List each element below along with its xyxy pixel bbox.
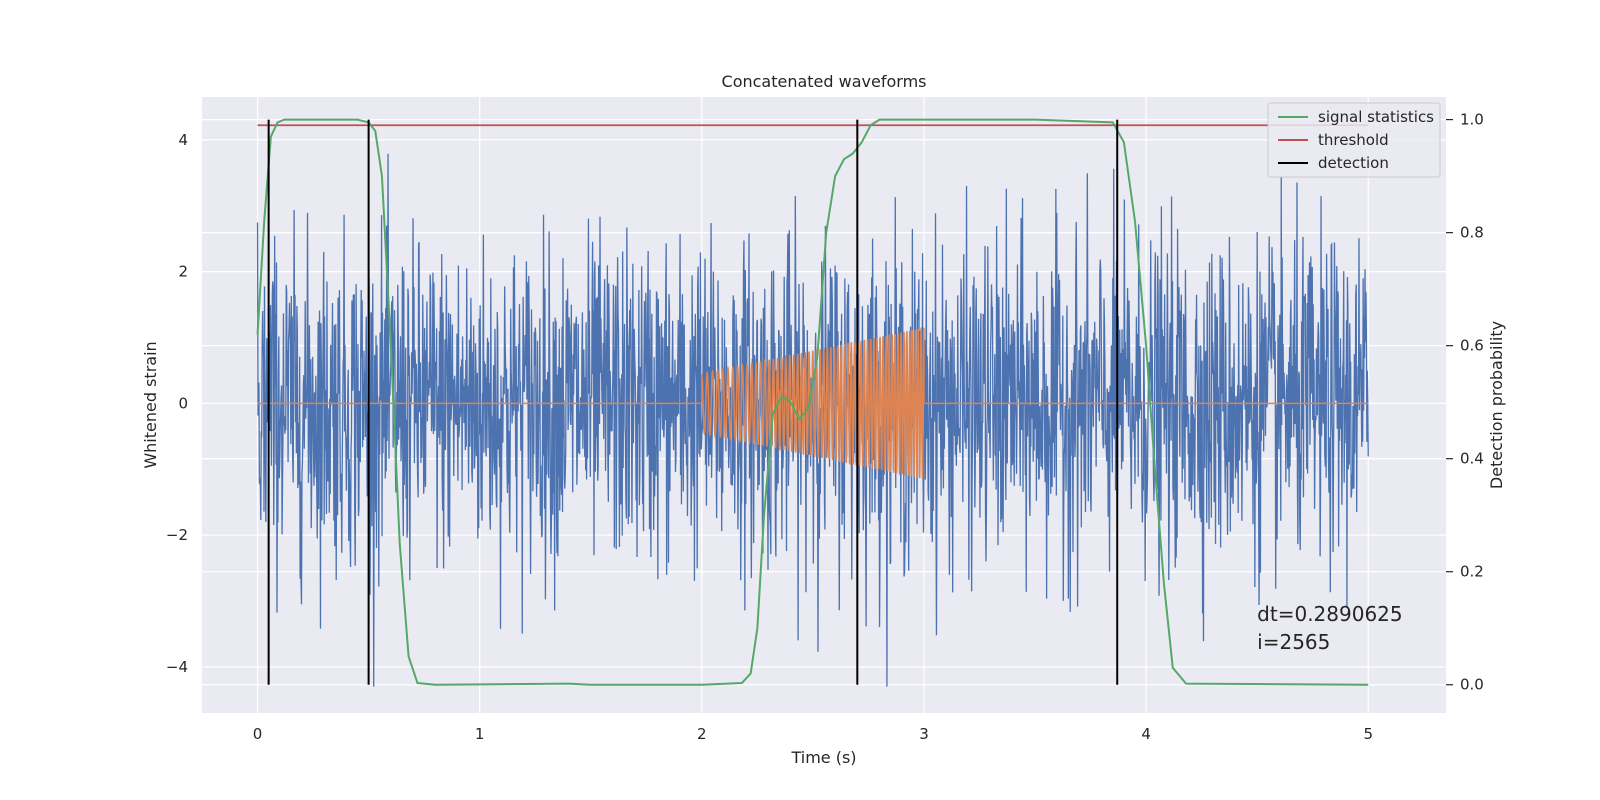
x-tick-label: 4 [1141,725,1151,743]
legend-label: threshold [1318,131,1389,149]
x-tick-label: 1 [475,725,485,743]
chart-title: Concatenated waveforms [722,72,927,91]
annotation-line: i=2565 [1257,630,1330,654]
annotation: dt=0.2890625 i=2565 [1257,602,1402,654]
y2-tick-label: 0.6 [1460,337,1484,355]
y-tick-label: −4 [166,658,188,676]
y-tick-label: −2 [166,526,188,544]
annotation-line: dt=0.2890625 [1257,602,1402,626]
injection-series [257,327,1369,479]
y2-tick-label: 1.0 [1460,111,1484,129]
x-tick-label: 0 [253,725,263,743]
y2-tick-label: 0.4 [1460,450,1484,468]
y-tick-label: 2 [178,263,188,281]
x-tick-label: 5 [1363,725,1373,743]
y2-tick-label: 0.2 [1460,563,1484,581]
y-axis-label: Whitened strain [141,341,160,468]
x-axis-label: Time (s) [790,748,856,767]
x-tick-label: 3 [919,725,929,743]
y2-tick-label: 0.0 [1460,676,1484,694]
legend-label: detection [1318,154,1389,172]
y-tick-label: 0 [178,394,188,412]
tick-labels: 0 1 2 3 4 5 −4 −2 0 2 4 0.0 0.2 0.4 0.6 0.8 1.0 [166,111,1484,743]
legend-label: signal statistics [1318,108,1434,126]
x-tick-label: 2 [697,725,707,743]
y-tick-label: 4 [178,131,188,149]
legend-frame [1267,102,1441,178]
y2-tick-label: 0.8 [1460,224,1484,242]
plot-area [202,97,1446,713]
legend: signal statistics threshold detection [1267,102,1441,178]
y2-axis-label: Detection probability [1487,321,1506,489]
